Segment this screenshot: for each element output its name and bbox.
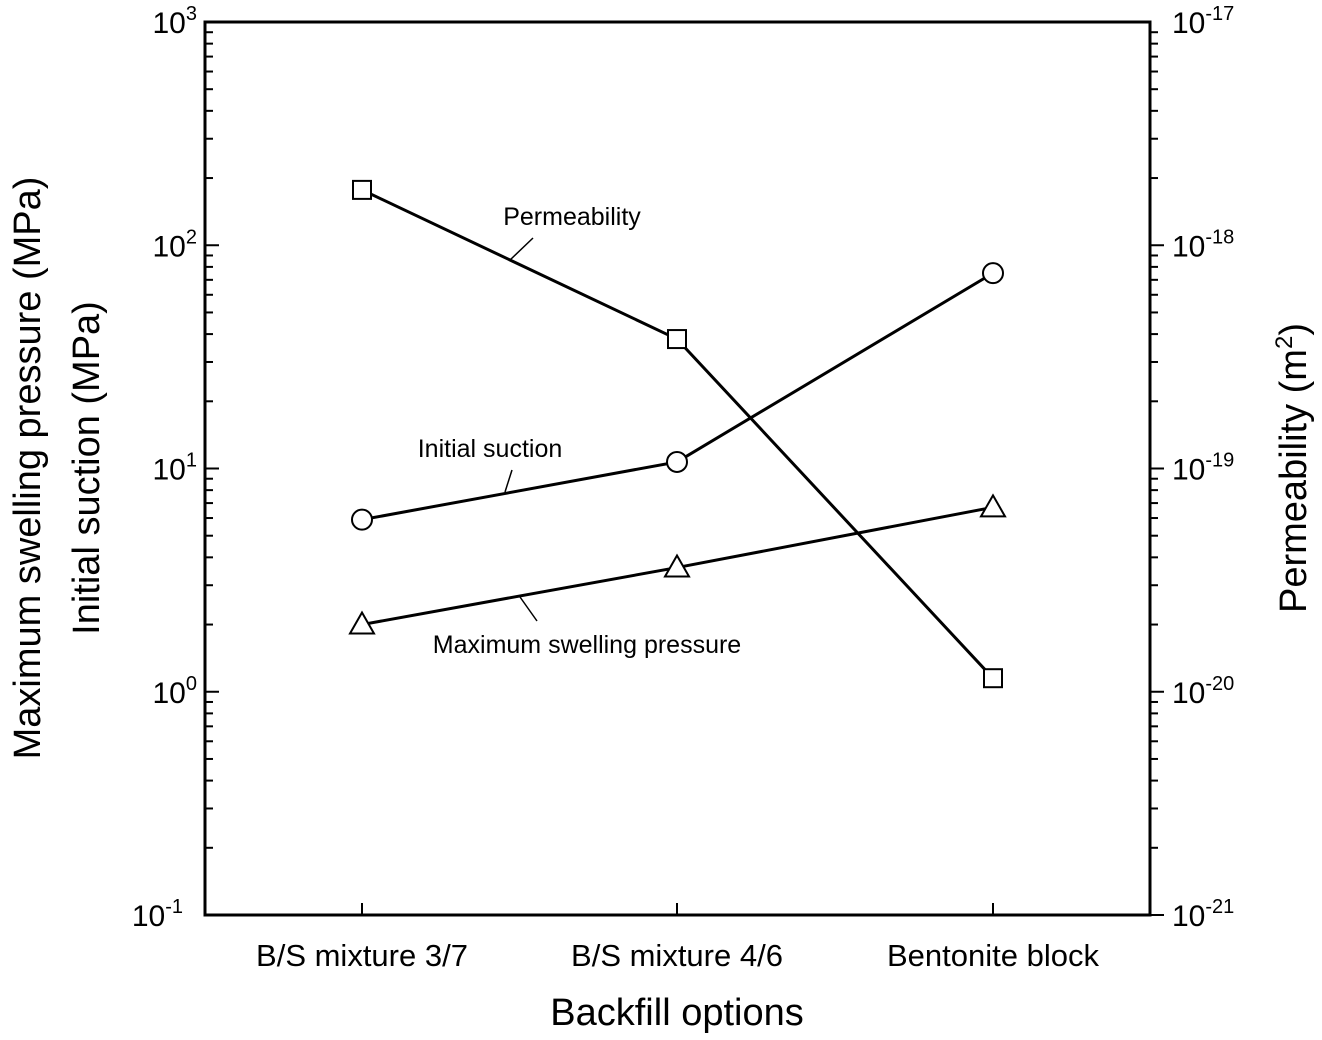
circle-marker [982, 262, 1004, 285]
triangle-marker [348, 610, 376, 635]
annotation-leader-line [519, 596, 538, 622]
right-tick-label: 10-17 [1172, 3, 1234, 40]
square-marker [983, 668, 1003, 689]
x-axis-label: Backfill options [550, 992, 803, 1034]
annotation-leader-line [509, 237, 534, 261]
x-tick-label: B/S mixture 4/6 [571, 938, 783, 973]
x-tick-label: B/S mixture 3/7 [256, 938, 468, 973]
left-tick-label: 10-1 [132, 896, 183, 933]
square-marker [352, 179, 372, 200]
left-tick-label: 103 [153, 3, 198, 40]
right-tick-label: 10-20 [1172, 673, 1234, 710]
left-tick-label: 100 [153, 673, 198, 710]
series-annotation: Maximum swelling pressure [433, 631, 741, 659]
series-annotation: Initial suction [418, 435, 563, 463]
left-axis-label-swelling: Maximum swelling pressure (MPa) [7, 177, 49, 760]
triangle-marker [979, 493, 1007, 518]
triangle-marker [663, 553, 691, 578]
right-axis-label: Permeability (m2) [1271, 323, 1315, 613]
x-tick-label: Bentonite block [887, 938, 1099, 973]
circle-marker [351, 508, 373, 531]
left-axis-label-suction: Initial suction (MPa) [66, 301, 108, 635]
series-line-circle [361, 271, 994, 522]
circle-marker [666, 450, 688, 473]
square-marker [667, 329, 687, 350]
left-tick-label: 101 [153, 450, 198, 487]
right-tick-label: 10-21 [1172, 896, 1234, 933]
right-tick-label: 10-18 [1172, 226, 1234, 263]
series-annotation: Permeability [503, 203, 641, 231]
left-tick-label: 102 [153, 226, 198, 263]
annotation-leader-line [504, 469, 513, 493]
right-tick-label: 10-19 [1172, 450, 1234, 487]
